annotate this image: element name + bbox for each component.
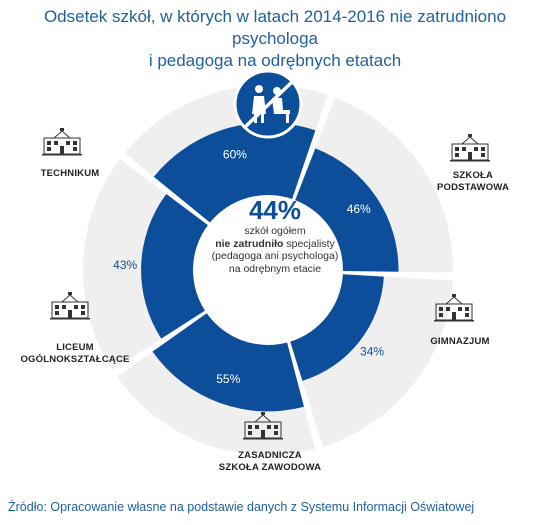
- category-label-szkola-podstawowa: SZKOŁA PODSTAWOWA: [418, 170, 528, 194]
- category-label-line: OGÓLNOKSZTAŁCĄCE: [20, 354, 130, 365]
- category-label-liceum: LICEUM OGÓLNOKSZTAŁCĄCE: [10, 342, 140, 366]
- category-label-line: PODSTAWOWA: [436, 182, 510, 193]
- chart-title-line-2: i pedagoga na odrębnych etatach: [148, 51, 402, 70]
- segment-zasadnicza-szkola-zawodowa: [152, 313, 305, 412]
- school-building-icon: [243, 412, 283, 440]
- chart-title-line-1: Odsetek szkół, w których w latach 2014-2…: [43, 7, 507, 48]
- chart-title: Odsetek szkół, w których w latach 2014-2…: [0, 6, 550, 72]
- center-summary: 44% szkół ogółem nie zatrudniło specjali…: [190, 195, 360, 275]
- school-building-icon: [450, 134, 490, 162]
- source-note: Źródło: Opracowanie własne na podstawie …: [8, 500, 475, 514]
- school-building-icon: [42, 128, 82, 156]
- value-label-gimnazjum: 34%: [360, 344, 384, 358]
- category-label-line: TECHNIKUM: [40, 168, 100, 179]
- chart-segments: [141, 122, 399, 412]
- chart-value-labels: 60% 46% 34% 55% 43%: [113, 148, 384, 386]
- value-label-zasadnicza-szkola-zawodowa: 55%: [216, 372, 240, 386]
- center-line-2-rest: specjalisty: [283, 237, 335, 250]
- center-line-2: nie zatrudniło specjalisty: [190, 238, 360, 251]
- building-icons: [42, 128, 490, 440]
- category-label-line: LICEUM: [56, 342, 94, 353]
- category-label-line: SZKOŁA ZAWODOWA: [218, 462, 322, 473]
- category-label-line: ZASADNICZA: [238, 450, 302, 461]
- value-label-liceum: 43%: [113, 258, 137, 272]
- value-label-technikum: 60%: [223, 148, 247, 162]
- no-specialist-icon: [233, 69, 303, 139]
- category-label-gimnazjum: GIMNAZJUM: [410, 336, 510, 348]
- category-label-zasadnicza-szkola-zawodowa: ZASADNICZA SZKOŁA ZAWODOWA: [195, 450, 345, 474]
- school-building-icon: [434, 294, 474, 322]
- center-line-1: szkół ogółem: [244, 225, 306, 237]
- center-bold-text: nie zatrudniło: [215, 237, 284, 250]
- center-line-3: (pedagoga ani psychologa): [211, 250, 339, 262]
- segment-liceum: [141, 194, 208, 339]
- segment-gimnazjum: [290, 274, 384, 381]
- segment-szkola-podstawowa: [295, 148, 399, 272]
- category-label-technikum: TECHNIKUM: [20, 168, 120, 180]
- category-label-line: GIMNAZJUM: [430, 336, 490, 347]
- center-line-4: na odrębnym etacie: [228, 262, 322, 275]
- school-building-icon: [50, 292, 90, 320]
- category-label-line: SZKOŁA: [452, 170, 494, 181]
- value-label-szkola-podstawowa: 46%: [347, 202, 371, 216]
- segment-technikum: [153, 122, 316, 223]
- overall-percentage: 44%: [248, 195, 302, 225]
